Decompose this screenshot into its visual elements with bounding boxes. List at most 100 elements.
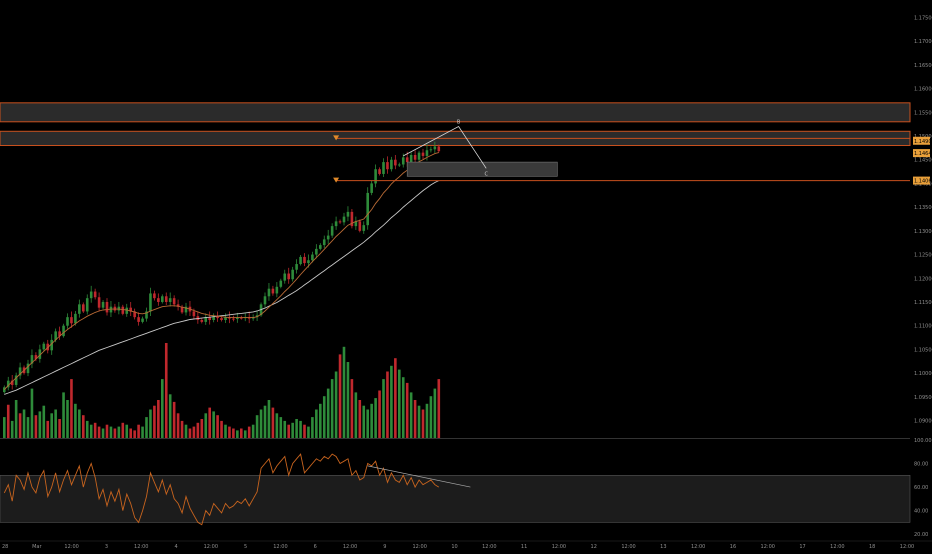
time-axis-label: Mar [32,544,42,550]
candle-body [429,149,433,151]
price-axis-label: 1.17000 [914,39,932,45]
volume-bar [243,430,247,438]
candle-body [74,313,77,324]
volume-bar [168,394,172,438]
candle-body [240,317,243,319]
candle-body [168,298,172,302]
candle-body [236,317,239,320]
volume-bar [413,400,417,438]
candle-body [137,317,140,322]
candle-body [350,211,354,227]
volume-bar [141,426,144,438]
candle-body [334,221,338,227]
volume-bar [216,415,219,438]
volume-bar [236,430,239,438]
candle-body [192,311,196,317]
candle-body [93,291,97,298]
volume-bar [192,426,196,438]
candle-body [311,254,314,261]
volume-bar [50,413,53,438]
volume-bar [121,422,125,438]
volume-bar [157,400,160,438]
rsi-axis-label: 100.00 [914,438,932,444]
candle-body [101,301,105,308]
price-tag-label: 1.1464 [914,151,932,157]
time-axis-label: 11 [521,544,527,550]
time-axis-label: 12:00 [343,544,357,550]
candlestick-series [3,141,441,394]
volume-bar [247,426,251,438]
candle-body [322,239,326,246]
candle-body [164,296,168,302]
volume-bar [390,365,393,438]
candle-body [319,245,322,249]
demand-box [406,161,558,177]
candle-body [180,306,184,313]
volume-bar [58,419,61,438]
time-axis-label: 5 [244,544,247,550]
volume-bar [374,398,377,438]
candle-body [394,159,397,166]
rsi-axis-label: 60.00 [914,485,928,491]
level-marker-icon [333,177,340,183]
volume-bar [263,405,267,438]
volume-bar [322,396,326,438]
volume-bar [382,379,385,438]
candle-body [184,306,188,313]
volume-bar [109,426,113,438]
candle-body [283,273,287,281]
volume-bar [326,388,330,438]
volume-bar [283,420,287,438]
candle-body [366,192,369,226]
rsi-band [0,474,911,523]
price-tag-box [913,149,930,158]
time-axis-label: 6 [314,544,317,550]
volume-bar [437,379,441,438]
candle-body [133,311,136,318]
candle-body [433,146,437,150]
candle-body [342,216,346,223]
candle-body [149,293,152,312]
volume-bar [224,424,227,438]
volume-bar [70,379,73,438]
price-axis-label: 1.10500 [914,347,932,353]
candle-body [386,162,389,170]
volume-bar [145,417,148,438]
time-axis-label: 12:00 [830,544,844,550]
candle-body [121,306,125,314]
candle-body [30,355,34,364]
candle-body [326,235,330,240]
volume-bar [307,426,310,438]
volume-bar [319,403,322,438]
volume-bar [405,382,409,438]
candle-body [405,157,409,163]
price-axis-label: 1.16500 [914,63,932,69]
candle-body [14,375,18,385]
price-tag-label: 1.1490 [914,139,932,145]
volume-bar [42,405,46,438]
volume-bar [330,379,334,438]
candle-body [153,293,156,299]
time-axis-label: 12:00 [621,544,635,550]
time-axis-label: 28 [2,544,8,550]
candle-body [176,304,180,307]
pattern-label: B [457,120,461,126]
volume-bar [386,371,389,438]
candle-body [370,183,373,193]
volume-bar [212,411,215,438]
volume-bar [401,377,405,438]
volume-bar [153,405,156,438]
time-axis-label: 18 [869,544,875,550]
volume-bar [66,400,69,438]
volume-bar [279,417,283,438]
candle-body [109,306,113,313]
time-axis-label: 4 [174,544,177,550]
volume-bar [362,405,366,438]
candle-body [113,306,117,311]
price-axis-label: 1.11500 [914,300,932,306]
candle-body [66,317,69,326]
volume-bar [267,400,271,438]
candle-body [54,331,57,340]
